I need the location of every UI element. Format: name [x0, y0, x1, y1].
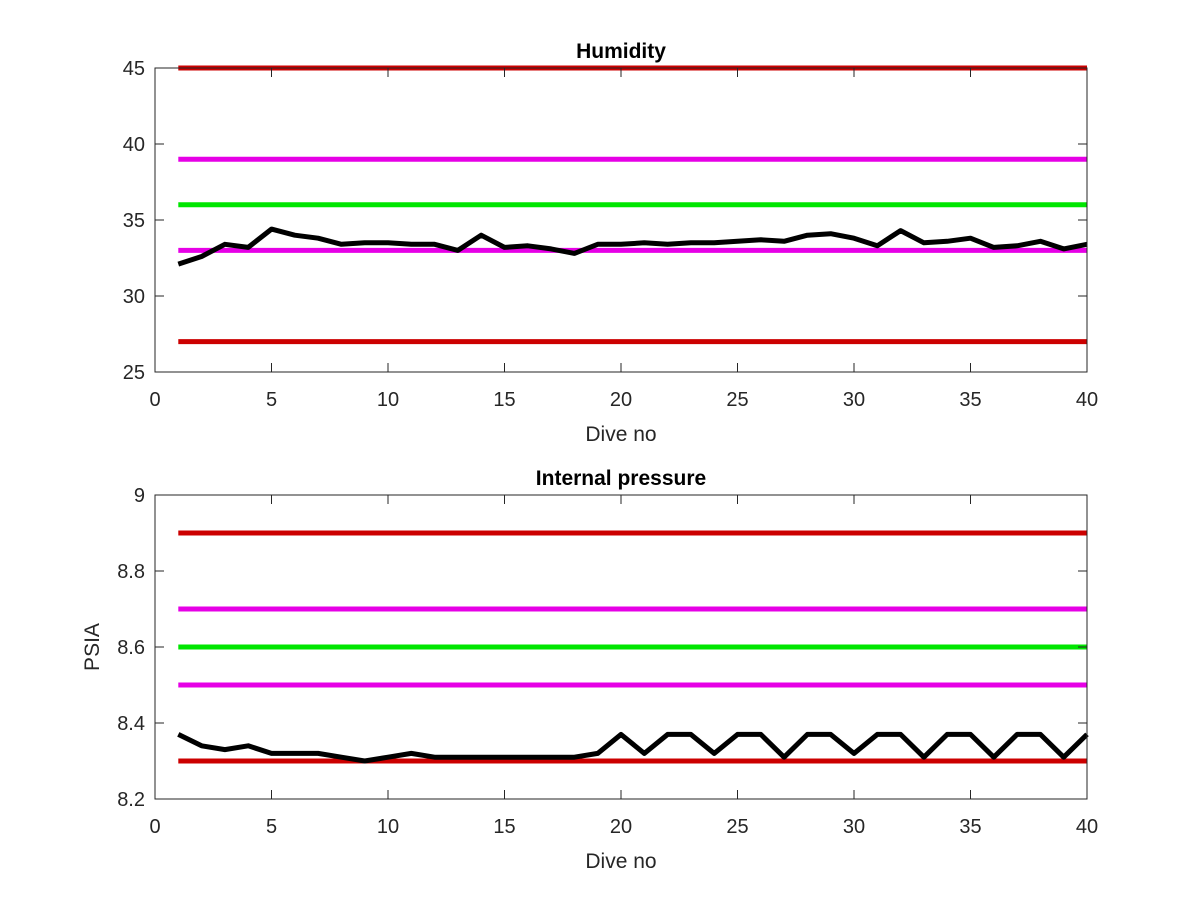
- humidity-xtick-label: 30: [843, 389, 865, 411]
- pressure-xtick-label: 15: [493, 816, 515, 838]
- humidity-ytick-label: 35: [123, 210, 145, 232]
- humidity-ticks: 0 5 10 15 20 25 30 35 40 25 30 35 40 45: [123, 58, 1098, 411]
- pressure-limit-lines: [178, 530, 1087, 764]
- pressure-ytick-label: 9: [134, 485, 145, 507]
- pressure-xtick-label: 20: [610, 816, 632, 838]
- humidity-ytick-label: 45: [123, 58, 145, 80]
- humidity-xtick-label: 0: [149, 389, 160, 411]
- pressure-ylabel: PSIA: [81, 623, 104, 671]
- pressure-data-line: [177, 731, 1089, 764]
- humidity-xtick-label: 15: [493, 389, 515, 411]
- humidity-series: [177, 226, 1088, 267]
- humidity-axes: 0 5 10 15 20 25 30 35 40 25 30 35 40 45 Humidity Dive…: [123, 40, 1098, 446]
- pressure-xtick-label: 0: [149, 816, 160, 838]
- pressure-xtick-label: 35: [959, 816, 981, 838]
- humidity-xlabel: Dive no: [585, 423, 656, 446]
- pressure-xlabel: Dive no: [585, 850, 656, 873]
- pressure-xtick-label: 40: [1076, 816, 1098, 838]
- pressure-xtick-label: 25: [726, 816, 748, 838]
- humidity-xtick-label: 20: [610, 389, 632, 411]
- humidity-ytick-label: 25: [123, 362, 145, 384]
- humidity-xtick-label: 35: [959, 389, 981, 411]
- humidity-xtick-label: 10: [377, 389, 399, 411]
- pressure-xtick-label: 10: [377, 816, 399, 838]
- humidity-xtick-label: 40: [1076, 389, 1098, 411]
- humidity-ytick-label: 40: [123, 134, 145, 156]
- pressure-xtick-label: 30: [843, 816, 865, 838]
- humidity-plot-area: [155, 68, 1087, 372]
- pressure-xtick-label: 5: [266, 816, 277, 838]
- pressure-ytick-label: 8.4: [117, 713, 145, 735]
- pressure-ytick-label: 8.2: [117, 789, 145, 811]
- humidity-ytick-label: 30: [123, 286, 145, 308]
- humidity-data-line: [177, 226, 1088, 267]
- pressure-ticks: 0 5 10 15 20 25 30 35 40 8.2 8.4 8.6 8.8 9: [117, 485, 1098, 838]
- pressure-title: Internal pressure: [536, 467, 706, 490]
- pressure-ytick-label: 8.6: [117, 637, 145, 659]
- humidity-xtick-label: 25: [726, 389, 748, 411]
- humidity-xtick-label: 5: [266, 389, 277, 411]
- pressure-axes: 0 5 10 15 20 25 30 35 40 8.2 8.4 8.6 8.8 9 Internal p…: [81, 467, 1098, 873]
- humidity-title: Humidity: [576, 40, 666, 63]
- pressure-ytick-label: 8.8: [117, 561, 145, 583]
- pressure-series: [177, 731, 1089, 764]
